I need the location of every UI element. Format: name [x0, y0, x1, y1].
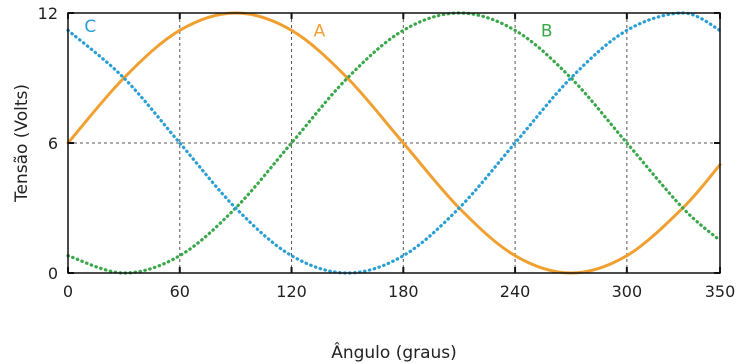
x-tick-label: 350	[705, 282, 736, 301]
series-label-b: B	[541, 21, 553, 41]
series-line-c	[66, 11, 722, 275]
x-tick-label: 60	[170, 282, 190, 301]
ticks	[67, 12, 721, 274]
series-label-c: C	[84, 17, 96, 37]
y-tick-label: 12	[38, 4, 58, 23]
grid	[68, 13, 720, 273]
series-line-b	[66, 11, 722, 275]
series-line-a	[66, 11, 722, 275]
x-tick-label: 180	[388, 282, 419, 301]
labels: 0 60 120 180 240 300 350 0 6 12 A B C	[38, 4, 736, 301]
series-layer	[66, 11, 722, 275]
x-tick-label: 0	[63, 282, 73, 301]
y-tick-label: 0	[48, 264, 58, 283]
x-tick-label: 300	[612, 282, 643, 301]
series-label-a: A	[314, 21, 326, 41]
x-tick-label: 240	[500, 282, 531, 301]
y-axis-label: Tensão (Volts)	[12, 84, 32, 203]
x-axis-label: Ângulo (graus)	[331, 341, 457, 363]
y-tick-label: 6	[48, 134, 58, 153]
x-tick-label: 120	[276, 282, 307, 301]
